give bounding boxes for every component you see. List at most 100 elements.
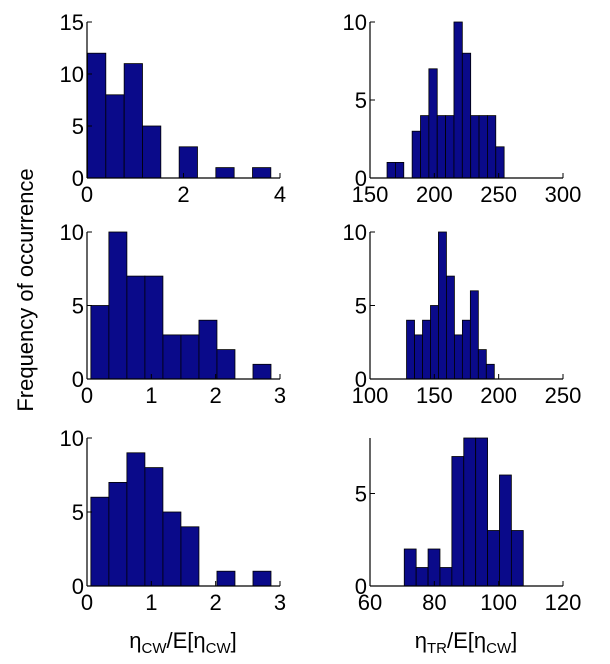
x-tick-label: 2 bbox=[177, 182, 189, 207]
histogram-bar bbox=[126, 452, 146, 587]
histogram-bar bbox=[478, 115, 488, 179]
histogram-bar bbox=[422, 319, 431, 380]
x-tick-label: 250 bbox=[545, 383, 582, 408]
y-tick-label: 0 bbox=[355, 574, 367, 599]
panel-top-left: 0 2 4 0 5 10 15 bbox=[60, 10, 287, 207]
y-tick-label: 10 bbox=[60, 220, 84, 245]
x-axis-label-left: ηCW/E[ηCW] bbox=[129, 628, 237, 657]
histogram-bar bbox=[178, 146, 198, 179]
x-tick-label: 150 bbox=[416, 383, 453, 408]
y-tick-label: 5 bbox=[355, 294, 367, 319]
y-tick-label: 5 bbox=[72, 500, 84, 525]
x-tick-label: 60 bbox=[358, 590, 382, 615]
panel-top-right: 150 200 250 300 0 5 10 bbox=[343, 10, 582, 207]
histogram-bar bbox=[386, 161, 396, 179]
y-tick-label: 0 bbox=[355, 367, 367, 392]
histogram-bar bbox=[495, 146, 505, 179]
histogram-bar bbox=[180, 526, 200, 587]
histogram-bar bbox=[144, 275, 164, 380]
histogram-bar bbox=[469, 290, 479, 380]
y-tick-label: 0 bbox=[72, 574, 84, 599]
histogram-bar bbox=[252, 570, 272, 587]
y-tick-label: 10 bbox=[343, 10, 367, 35]
histogram-bar bbox=[420, 115, 430, 179]
x-tick-label: 0 bbox=[81, 590, 93, 615]
histogram-bar bbox=[144, 467, 164, 587]
histogram-bar bbox=[454, 334, 463, 380]
histogram-bar bbox=[475, 437, 488, 587]
panel-bottom-right: 60 80 100 120 0 5 bbox=[355, 437, 582, 615]
histogram-bar bbox=[414, 334, 423, 380]
x-tick-label: 0 bbox=[81, 383, 93, 408]
x-tick-label: 100 bbox=[480, 590, 517, 615]
histogram-bar bbox=[453, 21, 463, 179]
x-tick-label: 0 bbox=[81, 182, 93, 207]
histogram-bar bbox=[461, 319, 471, 380]
histogram-bar bbox=[411, 130, 421, 179]
histogram-bar bbox=[126, 275, 146, 380]
y-tick-label: 10 bbox=[60, 426, 84, 451]
histogram-bar bbox=[445, 115, 455, 179]
histogram-bar bbox=[487, 530, 500, 587]
histogram-bar bbox=[477, 349, 487, 380]
histogram-bar bbox=[427, 548, 441, 587]
histogram-bar bbox=[436, 115, 446, 179]
histogram-bar bbox=[108, 231, 128, 380]
x-tick-label: 3 bbox=[274, 590, 286, 615]
x-tick-label: 1 bbox=[145, 590, 157, 615]
histogram-bar bbox=[87, 52, 107, 179]
y-tick-label: 10 bbox=[343, 220, 367, 245]
histogram-bar bbox=[108, 481, 128, 587]
histogram-bar bbox=[216, 570, 236, 587]
x-tick-label: 300 bbox=[545, 182, 582, 207]
x-tick-label: 120 bbox=[545, 590, 582, 615]
histogram-bar bbox=[395, 161, 405, 179]
histogram-bar bbox=[123, 63, 143, 179]
histogram-bar bbox=[439, 567, 453, 587]
histogram-bar bbox=[415, 567, 429, 587]
histogram-bar bbox=[487, 115, 497, 179]
histogram-bar bbox=[252, 363, 272, 380]
y-axis-label: Frequency of occurrence bbox=[13, 168, 38, 411]
histogram-bar bbox=[162, 334, 182, 380]
y-tick-label: 5 bbox=[355, 482, 367, 507]
y-tick-label: 15 bbox=[60, 10, 84, 35]
x-axis-label-right: ηTR/E[ηCW] bbox=[415, 628, 518, 657]
histogram-bar bbox=[461, 52, 472, 179]
x-tick-label: 1 bbox=[145, 383, 157, 408]
x-tick-label: 150 bbox=[352, 182, 389, 207]
x-tick-label: 250 bbox=[480, 182, 517, 207]
panel-middle-left: 0 1 2 3 0 5 10 bbox=[60, 220, 287, 408]
panel-bottom-left: 0 1 2 3 0 5 10 bbox=[60, 426, 287, 615]
y-tick-label: 5 bbox=[72, 114, 84, 139]
histogram-bar bbox=[105, 94, 125, 179]
histogram-bar bbox=[215, 167, 235, 179]
y-tick-label: 0 bbox=[355, 166, 367, 191]
histogram-bar bbox=[428, 68, 438, 179]
x-tick-label: 3 bbox=[274, 383, 286, 408]
panel-middle-right: 100 150 200 250 0 5 10 bbox=[343, 220, 582, 408]
histogram-bar bbox=[485, 363, 495, 380]
y-tick-label: 5 bbox=[355, 88, 367, 113]
histogram-bar bbox=[406, 319, 415, 380]
histogram-bar bbox=[162, 511, 182, 587]
histogram-bar bbox=[499, 474, 512, 587]
histogram-bar bbox=[470, 115, 480, 179]
x-tick-label: 200 bbox=[416, 182, 453, 207]
histogram-bar bbox=[403, 548, 417, 587]
histogram-bar bbox=[216, 349, 236, 380]
x-tick-label: 200 bbox=[480, 383, 517, 408]
x-tick-label: 100 bbox=[352, 383, 389, 408]
x-tick-label: 4 bbox=[274, 182, 286, 207]
histogram-bar bbox=[90, 496, 110, 587]
y-tick-label: 5 bbox=[72, 294, 84, 319]
histogram-bar bbox=[252, 167, 272, 179]
histogram-bar bbox=[446, 275, 455, 380]
histogram-bar bbox=[438, 231, 447, 380]
histogram-bar bbox=[198, 319, 218, 380]
y-tick-label: 0 bbox=[72, 367, 84, 392]
x-tick-label: 80 bbox=[422, 590, 446, 615]
y-tick-label: 10 bbox=[60, 62, 84, 87]
